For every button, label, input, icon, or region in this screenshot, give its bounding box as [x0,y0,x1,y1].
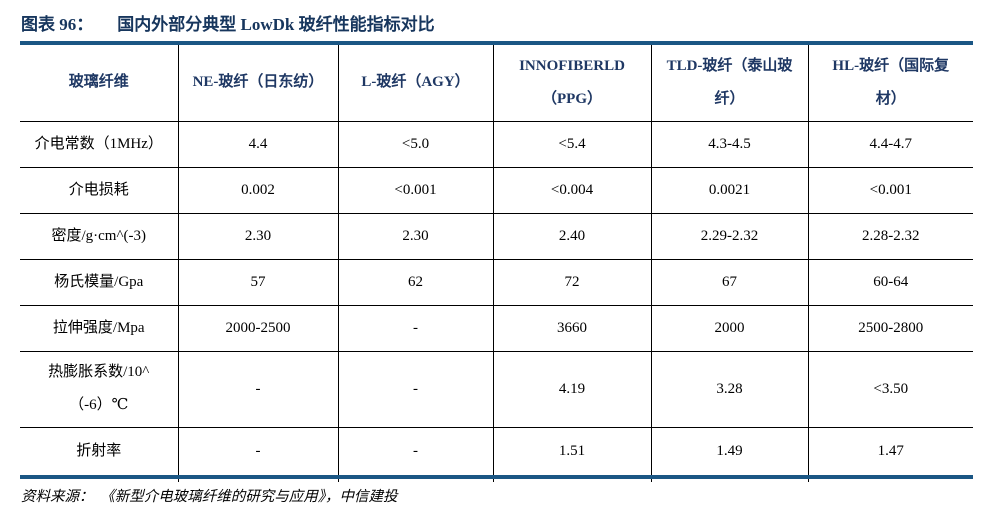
table-cell: - [337,304,494,352]
header-cell-hl: HL-玻纤（国际复 材） [807,45,973,122]
table-cell: <5.4 [492,120,652,168]
table-cell: 1.51 [492,426,652,475]
table-cell: 60-64 [807,258,973,306]
row-label: 杨氏模量/Gpa [20,258,179,306]
header-cell-fiber: 玻璃纤维 [20,45,179,122]
header-cell-tld: TLD-玻纤（泰山玻 纤） [650,45,809,122]
source-attribution: 资料来源： 《新型介电玻璃纤维的研究与应用》，中信建投 [21,485,398,506]
table-cell: 62 [337,258,494,306]
table-cell: - [177,426,339,475]
table-cell: 2000-2500 [177,304,339,352]
table-cell: 3.28 [650,350,809,428]
column-border-tick [651,479,652,482]
table-header-row: 玻璃纤维 NE-玻纤（日东纺） L-玻纤（AGY） INNOFIBERLD （P… [20,45,973,122]
table-cell: 1.49 [650,426,809,475]
comparison-table-container: 玻璃纤维 NE-玻纤（日东纺） L-玻纤（AGY） INNOFIBERLD （P… [20,41,973,482]
table-cell: 57 [177,258,339,306]
row-label: 热膨胀系数/10^ （-6）℃ [20,350,179,428]
table-cell: 3660 [492,304,652,352]
top-rule [20,41,973,45]
row-label: 介电损耗 [20,166,179,214]
table-row: 折射率 - - 1.51 1.49 1.47 [20,426,973,475]
table-cell: <0.001 [807,166,973,214]
row-label: 密度/g·cm^(-3) [20,212,179,260]
table-cell: 4.19 [492,350,652,428]
table-cell: 0.002 [177,166,339,214]
bottom-rule [20,475,973,479]
table-cell: 1.47 [807,426,973,475]
column-border-tick [493,479,494,482]
table-cell: - [337,350,494,428]
row-label: 介电常数（1MHz） [20,120,179,168]
row-label: 折射率 [20,426,179,475]
table-row: 介电损耗 0.002 <0.001 <0.004 0.0021 <0.001 [20,166,973,214]
table-cell: 2.29-2.32 [650,212,809,260]
column-border-tick [338,479,339,482]
table-cell: 72 [492,258,652,306]
figure-title-text: 国内外部分典型 LowDk 玻纤性能指标对比 [117,15,435,34]
header-cell-ne: NE-玻纤（日东纺） [177,45,339,122]
figure-number: 图表 96： [21,15,94,34]
column-border-tick [178,479,179,482]
table-row: 拉伸强度/Mpa 2000-2500 - 3660 2000 2500-2800 [20,304,973,352]
table-cell: 2.28-2.32 [807,212,973,260]
table-cell: 2.30 [337,212,494,260]
header-cell-innofiber: INNOFIBERLD （PPG） [492,45,652,122]
header-cell-l: L-玻纤（AGY） [337,45,494,122]
table-cell: 2.40 [492,212,652,260]
table-cell: 4.3-4.5 [650,120,809,168]
table-cell: 0.0021 [650,166,809,214]
table-cell: - [177,350,339,428]
table-cell: 2500-2800 [807,304,973,352]
table-cell: <0.004 [492,166,652,214]
table-row: 热膨胀系数/10^ （-6）℃ - - 4.19 3.28 <3.50 [20,350,973,428]
table-cell: <5.0 [337,120,494,168]
table-cell: 4.4-4.7 [807,120,973,168]
table-row: 密度/g·cm^(-3) 2.30 2.30 2.40 2.29-2.32 2.… [20,212,973,260]
row-label: 拉伸强度/Mpa [20,304,179,352]
table-cell: - [337,426,494,475]
column-border-tick [808,479,809,482]
figure-title: 图表 96： 国内外部分典型 LowDk 玻纤性能指标对比 [21,10,435,35]
table-cell: 2000 [650,304,809,352]
table-row: 杨氏模量/Gpa 57 62 72 67 60-64 [20,258,973,306]
table-cell: 4.4 [177,120,339,168]
table-row: 介电常数（1MHz） 4.4 <5.0 <5.4 4.3-4.5 4.4-4.7 [20,120,973,168]
table-cell: <3.50 [807,350,973,428]
source-text: 《新型介电玻璃纤维的研究与应用》，中信建投 [107,489,398,505]
glass-fiber-comparison-table: 玻璃纤维 NE-玻纤（日东纺） L-玻纤（AGY） INNOFIBERLD （P… [20,45,973,475]
table-cell: <0.001 [337,166,494,214]
source-label: 资料来源： [21,489,94,505]
table-cell: 67 [650,258,809,306]
table-cell: 2.30 [177,212,339,260]
